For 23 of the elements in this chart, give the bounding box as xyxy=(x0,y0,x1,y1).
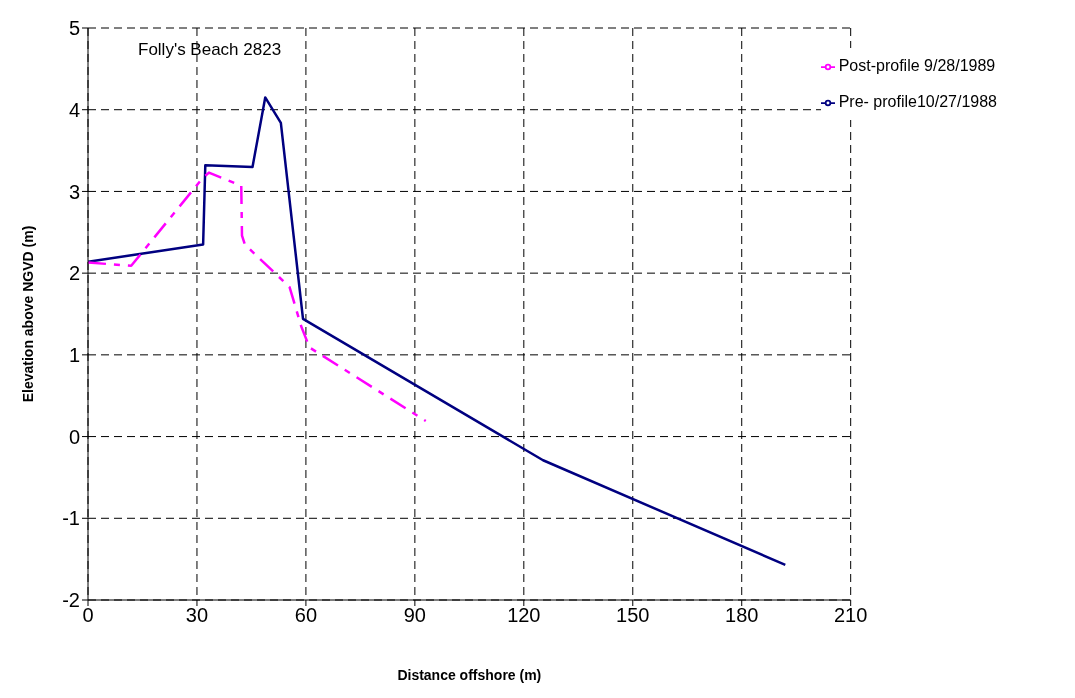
y-tick-label: -1 xyxy=(62,507,80,530)
y-tick-label: 4 xyxy=(68,98,80,121)
x-tick-label: 180 xyxy=(725,604,759,627)
x-tick-label: 210 xyxy=(833,604,868,627)
y-tick-label: 0 xyxy=(68,425,80,448)
x-tick-label: 90 xyxy=(403,604,426,627)
x-tick-label: 0 xyxy=(82,604,94,627)
text: Folly's Beach 2823 xyxy=(138,40,282,60)
legend-label: Post-profile 9/28/1989 xyxy=(838,57,996,74)
x-tick-label: 150 xyxy=(616,604,650,627)
y-tick-label: 2 xyxy=(68,262,80,285)
y-tick-label: 1 xyxy=(68,343,80,366)
y-tick-label: 3 xyxy=(68,180,80,203)
line-series xyxy=(88,171,428,423)
y-tick-label: 5 xyxy=(68,17,80,40)
legend-label: Pre- profile10/27/1988 xyxy=(838,93,997,110)
x-tick-label: 60 xyxy=(294,604,318,627)
x-tick-label: 30 xyxy=(185,604,209,627)
line-series xyxy=(88,96,787,567)
x-axis-title: Distance offshore (m) xyxy=(397,667,542,683)
y-axis-title: Elevation above NGVD (m) xyxy=(19,225,36,403)
y-tick-label: -2 xyxy=(62,589,80,612)
x-tick-label: 120 xyxy=(507,604,541,627)
